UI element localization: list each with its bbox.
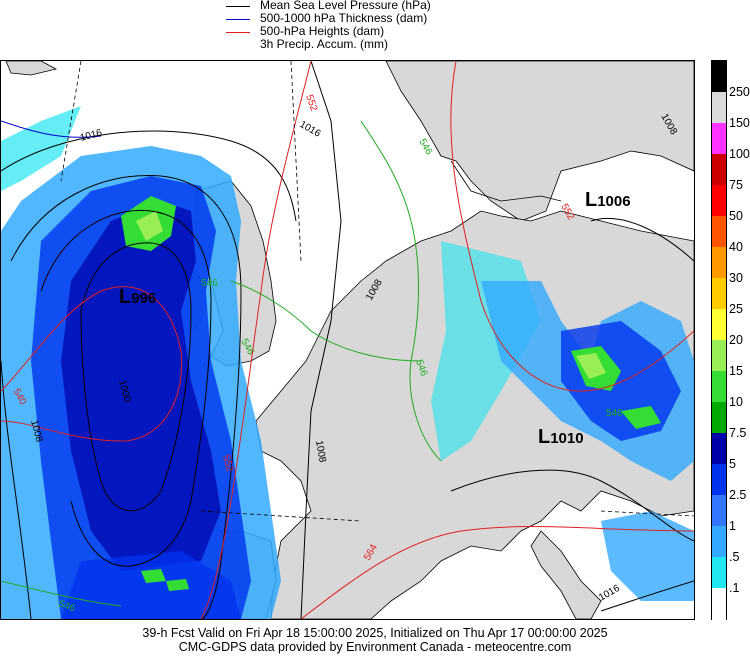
legend-item-precip: 3h Precip. Accum. (mm) (226, 37, 486, 51)
low-marker-alps: L1010 (538, 426, 584, 449)
colorbar-swatch (712, 464, 726, 496)
colorbar-label: 5 (729, 457, 736, 471)
thickness-label-546-west: 546 (201, 278, 218, 289)
colorbar-label: 10 (729, 395, 743, 409)
colorbar-swatch (712, 526, 726, 558)
legend-label-mslp: Mean Sea Level Pressure (hPa) (260, 0, 431, 12)
colorbar-swatch (712, 340, 726, 372)
heights-line-swatch (226, 32, 250, 33)
low-marker-atlantic: L996 (119, 286, 156, 309)
colorbar-label: 15 (729, 364, 743, 378)
scandinavia (385, 61, 694, 222)
colorbar-label: .5 (729, 550, 740, 564)
low-letter: L (585, 189, 598, 211)
data-source-caption: CMC-GDPS data provided by Environment Ca… (178, 640, 572, 654)
height-label-552-west: 552 (220, 454, 235, 473)
colorbar-swatch (712, 495, 726, 527)
colorbar-label: 40 (729, 240, 743, 254)
low-letter: L (538, 426, 551, 448)
colorbar-label: .1 (729, 581, 740, 595)
isobars (1, 61, 694, 619)
colorbar-swatch (712, 402, 726, 434)
colorbar-swatch (712, 588, 726, 620)
colorbar-swatch (712, 557, 726, 589)
italy (530, 530, 602, 619)
thickness-lines (1, 120, 442, 607)
colorbar-swatch (712, 247, 726, 279)
precip-shading (1, 106, 694, 619)
low-value: 996 (131, 290, 157, 307)
colorbar-label: 30 (729, 271, 743, 285)
legend: Mean Sea Level Pressure (hPa) 500-1000 h… (226, 0, 486, 56)
legend-label-thickness: 500-1000 hPa Thickness (dam) (260, 11, 428, 25)
colorbar-swatch (712, 216, 726, 248)
low-marker-baltic: L1006 (585, 189, 631, 212)
legend-item-thickness: 500-1000 hPa Thickness (dam) (226, 11, 486, 25)
colorbar-label: 20 (729, 333, 743, 347)
legend-label-heights: 500-hPa Heights (dam) (260, 24, 385, 38)
thickness-label-546-east: 546 (606, 408, 623, 419)
low-value: 1006 (597, 193, 631, 210)
colorbar-swatch (712, 278, 726, 310)
legend-item-mslp: Mean Sea Level Pressure (hPa) (226, 0, 486, 12)
legend-item-heights: 500-hPa Heights (dam) (226, 24, 486, 38)
iceland (5, 61, 58, 76)
thickness-line-swatch (226, 19, 250, 20)
colorbar-label: 25 (729, 302, 743, 316)
precip-colorbar (711, 60, 727, 620)
colorbar-label: 1 (729, 519, 736, 533)
colorbar-label: 75 (729, 178, 743, 192)
forecast-map: 1016 1016 1008 1008 1008 1000 1008 1016 … (0, 60, 695, 620)
map-canvas: 1016 1016 1008 1008 1008 1000 1008 1016 … (1, 61, 694, 619)
low-value: 1010 (550, 430, 584, 447)
colorbar-label: 2.5 (729, 488, 747, 502)
colorbar-swatch (712, 123, 726, 155)
dashed-boundaries (60, 61, 694, 522)
colorbar-swatch (712, 371, 726, 403)
colorbar-swatch (712, 61, 726, 93)
mslp-line-swatch (226, 6, 250, 7)
isobar-label-1008-central: 1008 (313, 440, 328, 464)
colorbar-swatch (712, 185, 726, 217)
colorbar-label: 50 (729, 209, 743, 223)
colorbar-label: 250 (729, 85, 750, 99)
colorbar-swatch (712, 92, 726, 124)
colorbar-swatch (712, 309, 726, 341)
low-letter: L (119, 286, 132, 308)
colorbar-label: 7.5 (729, 426, 747, 440)
colorbar-swatch (712, 154, 726, 186)
colorbar-swatch (712, 433, 726, 465)
legend-label-precip: 3h Precip. Accum. (mm) (260, 37, 389, 51)
forecast-valid-caption: 39-h Fcst Valid on Fri Apr 18 15:00:00 2… (142, 626, 608, 640)
heights-lines (1, 61, 694, 619)
colorbar-label: 150 (729, 116, 750, 130)
colorbar-label: 100 (729, 147, 750, 161)
